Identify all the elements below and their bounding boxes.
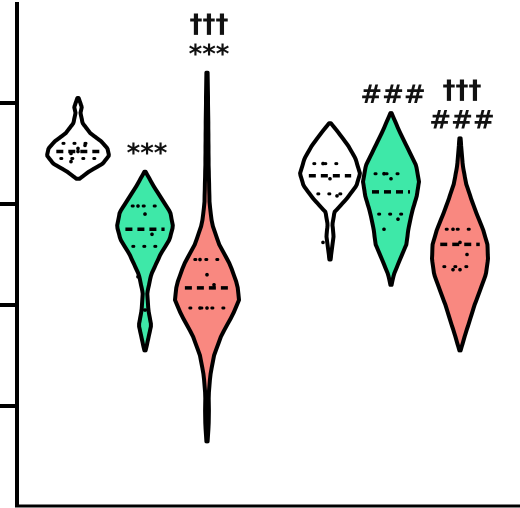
data-point: [212, 283, 216, 287]
violin-g2-2: [361, 111, 421, 287]
data-point: [76, 149, 80, 154]
violins: [45, 70, 490, 444]
violin-g1-1: [45, 96, 111, 181]
data-point: [205, 272, 209, 277]
data-point: [328, 176, 332, 181]
data-point: [389, 176, 393, 181]
violin-body: [45, 96, 111, 181]
data-point: [150, 232, 154, 237]
violin-body: [298, 121, 362, 262]
violin-body: [115, 169, 175, 353]
data-point: [136, 204, 140, 208]
violin-body: [361, 111, 421, 287]
data-point: [465, 252, 469, 257]
data-point: [83, 143, 87, 148]
data-point: [451, 267, 455, 272]
data-point: [198, 306, 202, 310]
data-point: [321, 161, 325, 166]
significance-label: ###: [360, 80, 425, 110]
data-point: [69, 159, 73, 164]
significance-label: ***: [127, 139, 168, 169]
violin-body: [430, 136, 490, 353]
data-point: [321, 240, 325, 245]
data-point: [69, 151, 73, 156]
data-point: [198, 257, 202, 262]
violin-g2-1: [298, 121, 362, 262]
violin-g1-2: [115, 169, 175, 353]
data-point: [335, 194, 339, 198]
significance-label: ###: [429, 105, 494, 135]
data-point: [458, 240, 462, 245]
data-point: [382, 171, 386, 176]
significance-label: †††: [443, 75, 482, 105]
data-point: [143, 212, 147, 216]
data-point: [143, 308, 147, 312]
data-point: [136, 274, 140, 279]
violin-g2-3: [430, 136, 490, 353]
significance-labels: ******†††######†††: [127, 10, 495, 169]
significance-label: †††: [190, 10, 229, 40]
violin-g1-3: [173, 70, 241, 444]
data-point: [205, 306, 209, 310]
data-point: [451, 227, 455, 232]
violin-body: [173, 70, 241, 444]
data-point: [396, 217, 400, 221]
data-point: [458, 267, 462, 272]
data-point: [382, 227, 386, 232]
data-point: [76, 146, 80, 151]
significance-label: ***: [189, 40, 230, 70]
